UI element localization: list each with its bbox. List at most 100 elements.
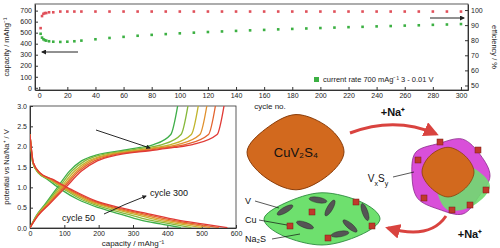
tick-mark (152, 87, 153, 90)
point (80, 10, 83, 13)
crystal (483, 187, 489, 193)
tick: 100 (59, 225, 71, 237)
tick-mark (180, 87, 181, 90)
reaction-label: +Na⁺ (458, 228, 483, 240)
tick-mark (30, 106, 33, 107)
tick-label: 90 (471, 22, 479, 29)
tick-mark (39, 87, 40, 90)
rod (276, 203, 294, 217)
point (403, 10, 406, 13)
plot-frame (35, 4, 468, 90)
tick-mark (377, 87, 378, 90)
tick: 60 (465, 67, 479, 74)
point (66, 10, 69, 13)
point (291, 28, 294, 31)
tick: 3.0 (17, 103, 33, 110)
point (235, 30, 238, 33)
tick-mark (465, 85, 468, 86)
crystal (475, 147, 481, 153)
tick-mark (349, 87, 350, 90)
tick-label: 600 (231, 230, 243, 237)
phase-label: VxSy (368, 173, 389, 188)
tick: 60 (120, 87, 128, 99)
point (59, 10, 62, 13)
tick-label: 300 (128, 230, 140, 237)
tick-label: 700 (20, 7, 32, 14)
tick: 0.5 (17, 204, 33, 211)
crystal (309, 209, 315, 215)
tick-label: 2.0 (17, 143, 27, 150)
point (39, 32, 42, 35)
point (221, 10, 224, 13)
tick-mark (465, 40, 468, 41)
tick-mark (465, 55, 468, 56)
annotation: cycle 300 (150, 188, 188, 198)
curve (30, 134, 227, 227)
tick: 300 (20, 51, 38, 58)
x-axis-title: cycle no. (254, 102, 286, 111)
reaction-arrow (388, 216, 446, 232)
tick-label: 100 (174, 92, 186, 99)
axis-arrow (430, 18, 464, 19)
series (39, 10, 462, 29)
phase-label: CuV₂S₄ (274, 145, 318, 160)
point (249, 10, 252, 13)
leader-line (272, 234, 300, 239)
particle (247, 115, 344, 190)
tick-mark (30, 187, 33, 188)
curve (30, 106, 224, 228)
tick-label: 140 (231, 92, 243, 99)
legend-swatch (314, 77, 319, 82)
point (361, 10, 364, 13)
rod (296, 219, 315, 230)
tick-mark (264, 87, 265, 90)
x-axis-line (36, 90, 469, 91)
tick-mark (433, 87, 434, 90)
curve (30, 106, 188, 228)
tick-label: 500 (20, 29, 32, 36)
point (389, 25, 392, 28)
point (136, 10, 139, 13)
tick-mark (461, 87, 462, 90)
point (48, 40, 51, 43)
tick-mark (292, 87, 293, 90)
point (136, 34, 139, 37)
tick: 70 (465, 52, 479, 59)
y2-axis-line (468, 5, 469, 91)
x-axis-line (31, 228, 237, 229)
tick: 50 (465, 82, 479, 89)
point (94, 10, 97, 13)
tick-label: 80 (148, 92, 156, 99)
particle (264, 193, 380, 245)
tick: 120 (203, 87, 215, 99)
point (333, 10, 336, 13)
tick-label: 600 (20, 18, 32, 25)
tick-label: 400 (20, 40, 32, 47)
point (108, 10, 111, 13)
tick-label: 0 (29, 230, 33, 237)
tick-mark (99, 225, 100, 228)
plot-frame (30, 106, 236, 228)
tick-mark (35, 44, 38, 45)
annotation-arrow (96, 130, 150, 148)
point (80, 39, 83, 42)
y2-axis-title: efficiency / % (490, 25, 499, 69)
product-label: Cu (245, 215, 257, 225)
point (150, 10, 153, 13)
y-axis-title: capacity / mAhg⁻¹ (2, 17, 11, 76)
plot-data (30, 106, 227, 228)
tick: 100 (20, 74, 38, 81)
figure: 0204060801001201401601802002202402602803… (0, 0, 500, 248)
curve (30, 106, 178, 228)
point (122, 10, 125, 13)
point (417, 24, 420, 27)
tick-label: 160 (259, 92, 271, 99)
point (179, 32, 182, 35)
tick: 500 (20, 29, 38, 36)
tick-mark (208, 87, 209, 90)
tick: 2.5 (17, 123, 33, 130)
point (94, 38, 97, 41)
crystal (353, 199, 359, 205)
tick: 1.0 (17, 184, 33, 191)
tick-label: 0.5 (17, 204, 27, 211)
